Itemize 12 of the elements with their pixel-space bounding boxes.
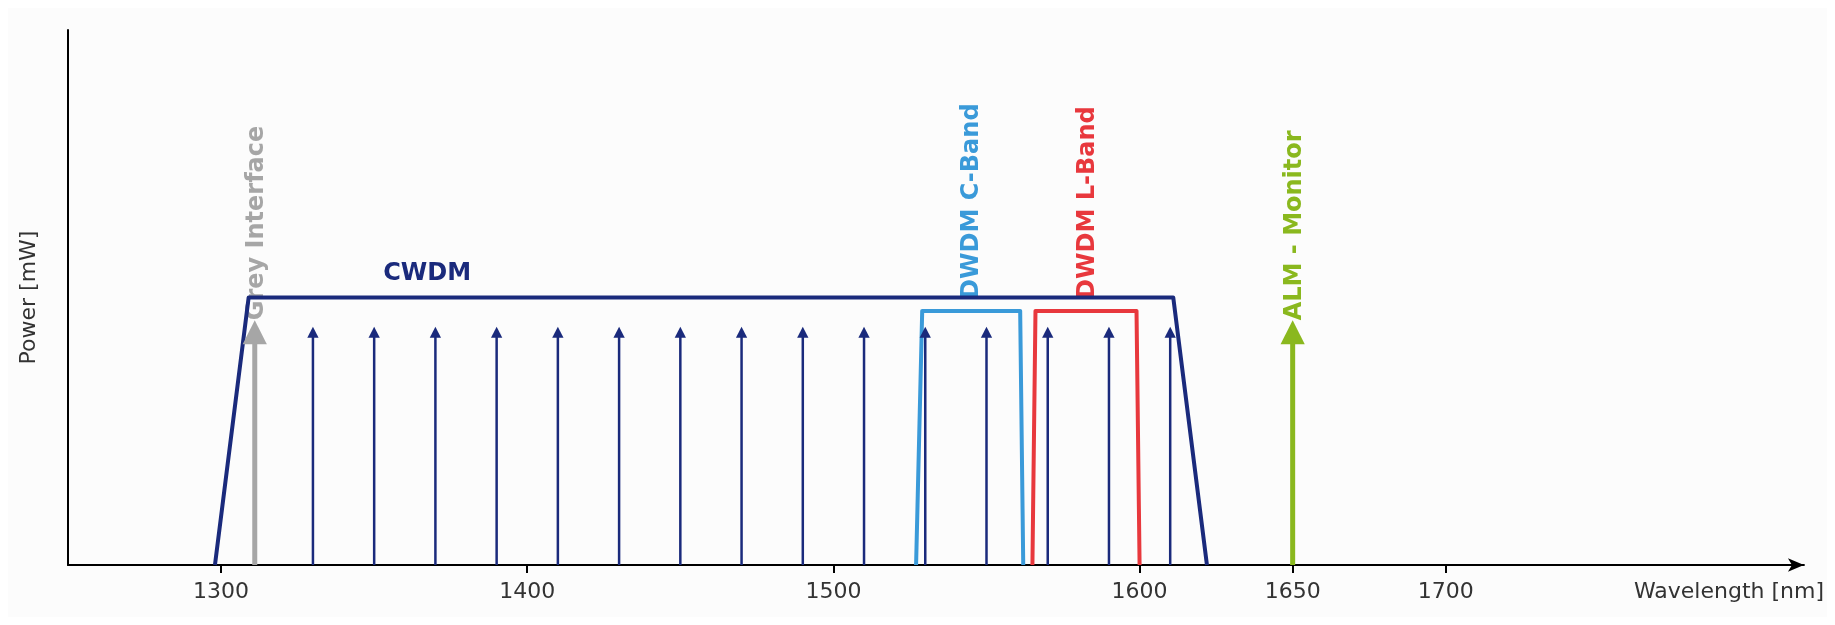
text: ALM - Monitor: [1278, 130, 1307, 321]
x-tick-label: 1600: [1111, 577, 1168, 603]
series-label: CWDM: [383, 257, 472, 286]
x-axis-title: Wavelength [nm]: [1633, 577, 1825, 603]
x-tick-label: 1400: [499, 577, 556, 603]
x-tick-label: 1500: [805, 577, 862, 603]
x-tick-label: 1700: [1417, 577, 1474, 603]
text: DWDM L-Band: [1072, 106, 1100, 299]
x-tick-label: 1300: [193, 577, 250, 603]
text: DWDM C-Band: [955, 103, 984, 299]
x-tick-label: 1650: [1264, 577, 1321, 603]
y-axis-title: Power [mW]: [14, 230, 40, 365]
